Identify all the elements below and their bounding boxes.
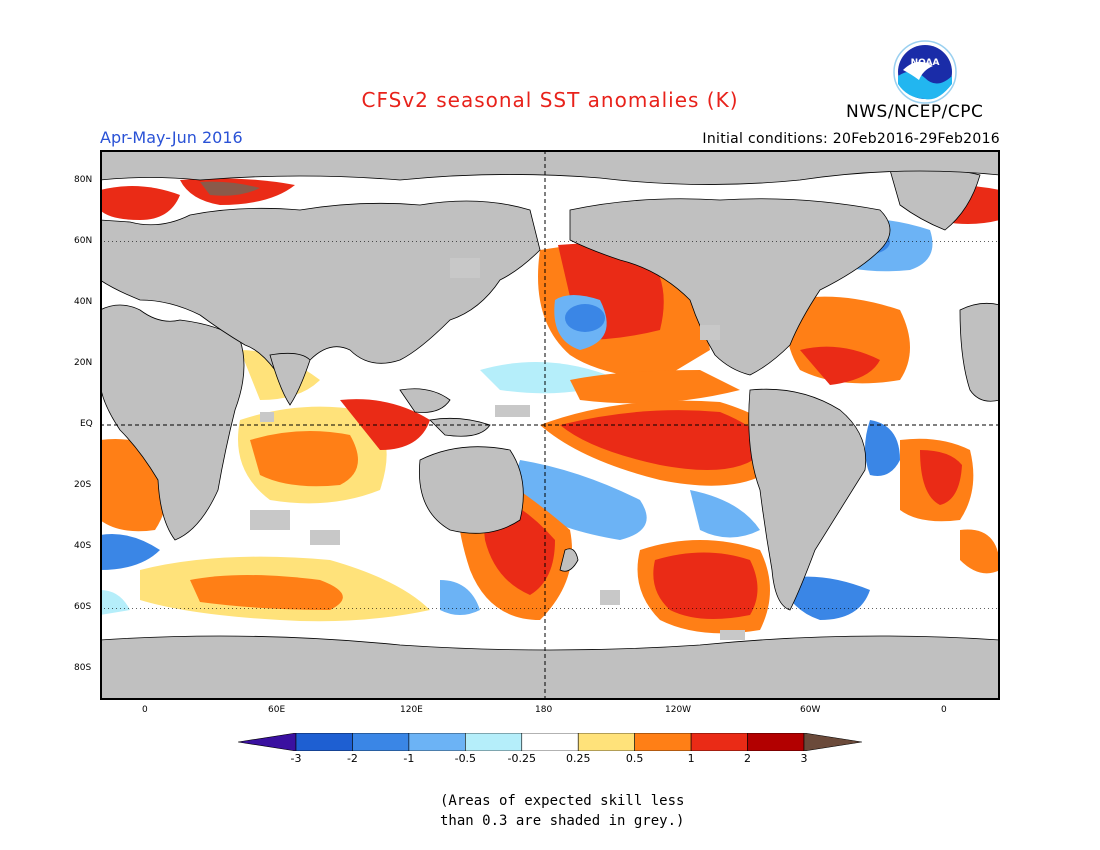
- colorbar-swatch: [577, 732, 635, 752]
- colorbar-swatch: [465, 732, 523, 752]
- lat-label-20s: 20S: [74, 480, 92, 490]
- noaa-logo: NOAA: [893, 40, 957, 104]
- colorbar-tick-label: 0.25: [565, 752, 591, 765]
- lon-label-60e: 60E: [268, 705, 286, 715]
- colorbar-tick-label: -0.5: [454, 752, 477, 765]
- lat-label-80s: 80S: [74, 663, 92, 673]
- colorbar-swatch: [295, 732, 353, 752]
- lon-label-120w: 120W: [665, 705, 692, 715]
- colorbar-tick-label: 1: [687, 752, 695, 765]
- colorbar-swatch-max: [803, 732, 863, 752]
- color-legend: [237, 732, 863, 752]
- colorbar-tick-label: -3: [290, 752, 302, 765]
- lon-label-120e: 120E: [400, 705, 423, 715]
- colorbar-swatch: [747, 732, 805, 752]
- colorbar-tick-label: -2: [346, 752, 358, 765]
- lat-label-40s: 40S: [74, 541, 92, 551]
- low-skill-shading: [250, 258, 745, 640]
- colorbar-swatch: [352, 732, 410, 752]
- skill-note: (Areas of expected skill less than 0.3 a…: [440, 791, 760, 831]
- land-masses: [100, 150, 1000, 700]
- lon-label-0-left: 0: [142, 705, 148, 715]
- colorbar-tick-label: 0.5: [625, 752, 644, 765]
- forecast-period: Apr-May-Jun 2016: [100, 128, 243, 147]
- chart-title: CFSv2 seasonal SST anomalies (K): [361, 88, 739, 112]
- colorbar-tick-label: 3: [800, 752, 808, 765]
- lon-label-0-right: 0: [941, 705, 947, 715]
- colorbar-tick-label: 2: [744, 752, 752, 765]
- skill-note-line-2: than 0.3 are shaded in grey.): [440, 813, 685, 829]
- lon-label-60w: 60W: [800, 705, 821, 715]
- lat-label-60s: 60S: [74, 602, 92, 612]
- noaa-logo-text: NOAA: [911, 58, 940, 68]
- colorbar-tick-label: -1: [403, 752, 415, 765]
- sst-anomaly-map: [100, 150, 1000, 700]
- colorbar-swatch: [690, 732, 748, 752]
- lat-label-80n: 80N: [74, 175, 93, 185]
- skill-note-line-1: (Areas of expected skill less: [440, 793, 685, 809]
- colorbar-swatch: [408, 732, 466, 752]
- lat-label-eq: EQ: [80, 419, 93, 429]
- map-frame: [100, 150, 1000, 700]
- anomaly-field: [100, 178, 1000, 634]
- lat-label-60n: 60N: [74, 236, 93, 246]
- colorbar-swatch: [521, 732, 579, 752]
- organization-label: NWS/NCEP/CPC: [846, 102, 984, 122]
- lon-label-180: 180: [535, 705, 553, 715]
- colorbar-tick-label: -0.25: [507, 752, 536, 765]
- lat-label-40n: 40N: [74, 297, 93, 307]
- initial-conditions: Initial conditions: 20Feb2016-29Feb2016: [702, 131, 1000, 147]
- colorbar-swatch: [634, 732, 692, 752]
- colorbar-swatch-min: [237, 732, 297, 752]
- lat-label-20n: 20N: [74, 358, 93, 368]
